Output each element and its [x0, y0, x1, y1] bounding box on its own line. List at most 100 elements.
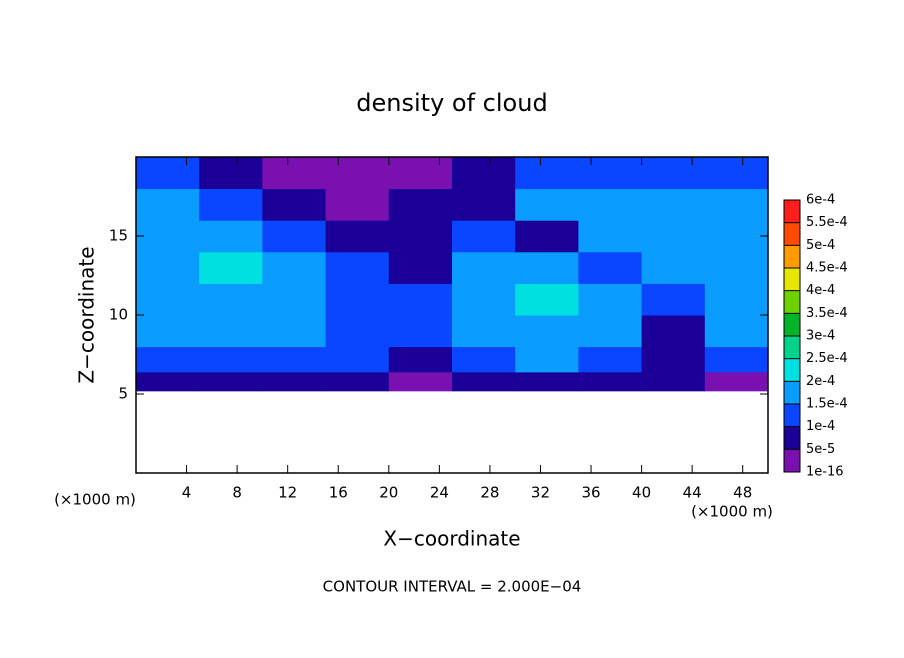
colorbar-segment	[784, 245, 800, 268]
contour-cell	[388, 315, 453, 348]
colorbar-segment	[784, 268, 800, 291]
contour-cell	[641, 251, 706, 284]
x-tick-label: 4	[182, 484, 192, 502]
contour-cell	[262, 346, 327, 373]
y-axis-label: Z−coordinate	[75, 246, 99, 383]
contour-cell	[262, 283, 327, 316]
x-tick-label: 44	[683, 484, 702, 502]
colorbar-label: 3e-4	[806, 329, 835, 344]
y-tick-label: 15	[109, 227, 128, 245]
contour-cell	[136, 283, 200, 316]
contour-cell	[515, 251, 579, 284]
contour-cell	[199, 188, 263, 221]
contour-cell	[704, 188, 769, 221]
x-tick-label: 32	[531, 484, 550, 502]
contour-cell	[641, 371, 706, 392]
colorbar-segment	[784, 358, 800, 382]
contour-cell	[262, 188, 327, 221]
colorbar-label: 4.5e-4	[806, 261, 848, 276]
contour-cell	[262, 371, 327, 392]
colorbar-segment	[784, 200, 800, 223]
contour-cell	[136, 157, 200, 190]
contour-cell	[578, 315, 643, 348]
contour-cell	[704, 315, 769, 348]
colorbar-segment	[784, 313, 800, 336]
contour-cell	[325, 251, 390, 284]
x-tick-label: 48	[733, 484, 752, 502]
contour-cell	[578, 157, 643, 190]
contour-cell	[578, 346, 643, 373]
contour-cell	[641, 220, 706, 253]
contour-cell	[515, 371, 579, 392]
contour-cell	[641, 283, 706, 316]
x-tick-label: 12	[278, 484, 297, 502]
contour-cell	[515, 283, 579, 316]
x-tick-label: 20	[379, 484, 398, 502]
contour-cell	[388, 371, 453, 392]
contour-cell	[515, 315, 579, 348]
contour-cell	[388, 188, 453, 221]
x-tick-label: 16	[329, 484, 348, 502]
x-axis-label: X−coordinate	[383, 527, 520, 551]
contour-cell	[199, 157, 263, 190]
colorbar-segment	[784, 449, 800, 472]
colorbar-label: 1.5e-4	[806, 397, 848, 412]
contour-cell	[325, 157, 390, 190]
contour-cell	[704, 346, 769, 373]
contour-cell	[452, 346, 516, 373]
contour-cell	[515, 157, 579, 190]
contour-cell	[199, 283, 263, 316]
contour-cell	[704, 251, 769, 284]
contour-cell	[325, 283, 390, 316]
x-tick-label: 8	[232, 484, 242, 502]
contour-cell	[452, 371, 516, 392]
contour-cell	[262, 315, 327, 348]
contour-cell	[325, 220, 390, 253]
contour-cell	[199, 251, 263, 284]
contour-cell	[452, 251, 516, 284]
contour-cell	[578, 220, 643, 253]
contour-cell	[388, 220, 453, 253]
x-unit: (×1000 m)	[691, 503, 773, 521]
colorbar-segment	[784, 222, 800, 246]
colorbar-segment	[784, 290, 800, 314]
contour-cell	[704, 371, 769, 392]
contour-cell	[136, 315, 200, 348]
y-tick-label: 5	[118, 385, 128, 403]
chart-title: density of cloud	[356, 89, 547, 117]
colorbar-label: 4e-4	[806, 283, 835, 298]
contour-cell	[578, 283, 643, 316]
contour-cell	[452, 315, 516, 348]
x-tick-label: 40	[632, 484, 651, 502]
contour-cell	[136, 346, 200, 373]
contour-cell	[136, 371, 200, 392]
contour-cell	[325, 346, 390, 373]
x-tick-label: 28	[480, 484, 499, 502]
colorbar-label: 2e-4	[806, 374, 835, 389]
contour-cell	[262, 220, 327, 253]
contour-cell	[641, 188, 706, 221]
contour-cell	[641, 346, 706, 373]
colorbar-label: 2.5e-4	[806, 351, 848, 366]
contour-cell	[704, 157, 769, 190]
x-unit: (×1000 m)	[54, 491, 136, 509]
contour-cell	[452, 157, 516, 190]
contour-cell	[515, 188, 579, 221]
contour-cell	[704, 220, 769, 253]
colorbar-label: 3.5e-4	[806, 306, 848, 321]
x-tick-label: 36	[581, 484, 600, 502]
footnote: CONTOUR INTERVAL = 2.000E−04	[323, 578, 582, 596]
contour-cell	[388, 251, 453, 284]
contour-cell	[641, 157, 706, 190]
contour-cell	[452, 188, 516, 221]
contour-cell	[452, 220, 516, 253]
contour-cell	[199, 315, 263, 348]
contour-cell	[515, 220, 579, 253]
contour-cell	[388, 283, 453, 316]
colorbar-segment	[784, 336, 800, 359]
contour-cell	[136, 251, 200, 284]
contour-cell	[199, 346, 263, 373]
contour-cell	[325, 371, 390, 392]
contour-cell	[262, 251, 327, 284]
